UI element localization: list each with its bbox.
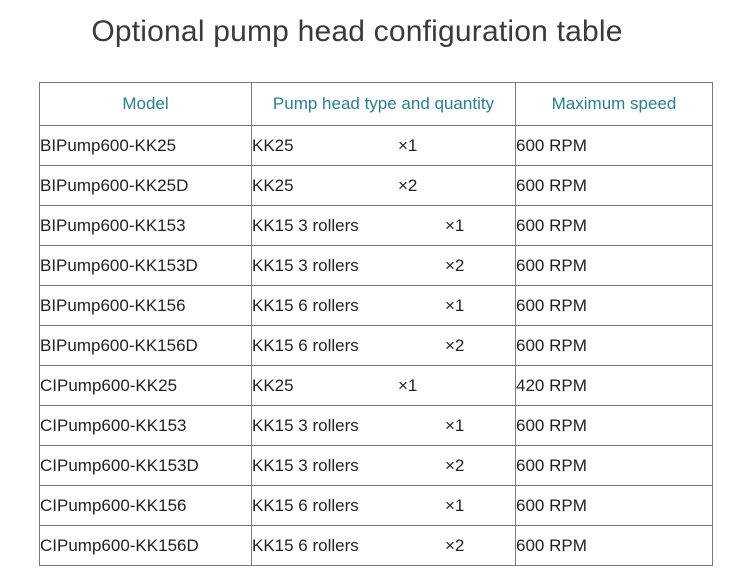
table-row: BIPump600-KK25 KK25 ×1 600 RPM [39,125,713,166]
pump-head-type-cell: KK15 6 rollers ×2 [251,525,516,566]
model-cell: BIPump600-KK153D [39,245,252,286]
max-speed-cell: 600 RPM [515,485,713,526]
model-cell: CIPump600-KK153D [39,445,252,486]
model-cell: BIPump600-KK25 [39,125,252,166]
table-row: CIPump600-KK153D KK15 3 rollers ×2 600 RPM [39,445,713,486]
column-header-pump-head-type: Pump head type and quantity [251,82,516,126]
table-row: CIPump600-KK153 KK15 3 rollers ×1 600 RPM [39,405,713,446]
pump-head-quantity: ×1 [398,135,418,155]
max-speed-cell: 420 RPM [515,365,713,406]
pump-head-type-cell: KK15 6 rollers ×1 [251,485,516,526]
max-speed-cell: 600 RPM [515,245,713,286]
pump-head-quantity: ×1 [445,415,465,435]
pump-head-quantity: ×1 [445,215,465,235]
pump-head-type: KK15 6 rollers [252,495,359,515]
model-cell: BIPump600-KK153 [39,205,252,246]
pump-head-type: KK15 6 rollers [252,335,359,355]
pump-head-quantity: ×2 [445,255,465,275]
pump-head-type: KK25 [252,135,294,155]
pump-head-type: KK15 3 rollers [252,255,359,275]
max-speed-cell: 600 RPM [515,165,713,206]
pump-head-quantity: ×2 [445,335,465,355]
max-speed-cell: 600 RPM [515,125,713,166]
pump-head-quantity: ×1 [445,495,465,515]
pump-head-quantity: ×2 [445,455,465,475]
table-row: BIPump600-KK156D KK15 6 rollers ×2 600 RPM [39,325,713,366]
pump-head-type-cell: KK15 3 rollers ×2 [251,445,516,486]
table-row: BIPump600-KK156 KK15 6 rollers ×1 600 RPM [39,285,713,326]
table-row: BIPump600-KK25D KK25 ×2 600 RPM [39,165,713,206]
max-speed-cell: 600 RPM [515,325,713,366]
pump-head-quantity: ×2 [445,535,465,555]
pump-head-type: KK25 [252,375,294,395]
pump-head-type-cell: KK25 ×1 [251,125,516,166]
column-header-model: Model [39,82,252,126]
column-header-max-speed: Maximum speed [515,82,713,126]
table-row: CIPump600-KK156 KK15 6 rollers ×1 600 RPM [39,485,713,526]
pump-head-type-cell: KK25 ×2 [251,165,516,206]
max-speed-cell: 600 RPM [515,405,713,446]
pump-head-quantity: ×1 [398,375,418,395]
model-cell: BIPump600-KK156 [39,285,252,326]
pump-head-type-cell: KK25 ×1 [251,365,516,406]
pump-head-type-cell: KK15 6 rollers ×1 [251,285,516,326]
max-speed-cell: 600 RPM [515,285,713,326]
model-cell: BIPump600-KK25D [39,165,252,206]
model-cell: CIPump600-KK156D [39,525,252,566]
table-row: CIPump600-KK25 KK25 ×1 420 RPM [39,365,713,406]
pump-head-quantity: ×1 [445,295,465,315]
pump-head-quantity: ×2 [398,175,418,195]
pump-head-type: KK15 6 rollers [252,295,359,315]
table-row: CIPump600-KK156D KK15 6 rollers ×2 600 RPM [39,525,713,566]
pump-head-type: KK15 3 rollers [252,215,359,235]
model-cell: BIPump600-KK156D [39,325,252,366]
pump-head-type-cell: KK15 3 rollers ×1 [251,205,516,246]
pump-head-type-cell: KK15 3 rollers ×1 [251,405,516,446]
table-body: BIPump600-KK25 KK25 ×1 600 RPM BIPump600-KK2… [39,125,713,566]
pump-head-type: KK15 3 rollers [252,455,359,475]
pump-head-type: KK15 3 rollers [252,415,359,435]
table-header-row: Model Pump head type and quantity Maximu… [39,82,713,126]
pump-head-type-cell: KK15 6 rollers ×2 [251,325,516,366]
pump-config-table: Model Pump head type and quantity Maximu… [39,82,713,566]
pump-head-type: KK25 [252,175,294,195]
model-cell: CIPump600-KK153 [39,405,252,446]
pump-head-type: KK15 6 rollers [252,535,359,555]
table-row: BIPump600-KK153 KK15 3 rollers ×1 600 RPM [39,205,713,246]
max-speed-cell: 600 RPM [515,205,713,246]
page-title: Optional pump head configuration table [91,15,623,48]
max-speed-cell: 600 RPM [515,445,713,486]
model-cell: CIPump600-KK156 [39,485,252,526]
max-speed-cell: 600 RPM [515,525,713,566]
model-cell: CIPump600-KK25 [39,365,252,406]
table-row: BIPump600-KK153D KK15 3 rollers ×2 600 RPM [39,245,713,286]
pump-head-type-cell: KK15 3 rollers ×2 [251,245,516,286]
